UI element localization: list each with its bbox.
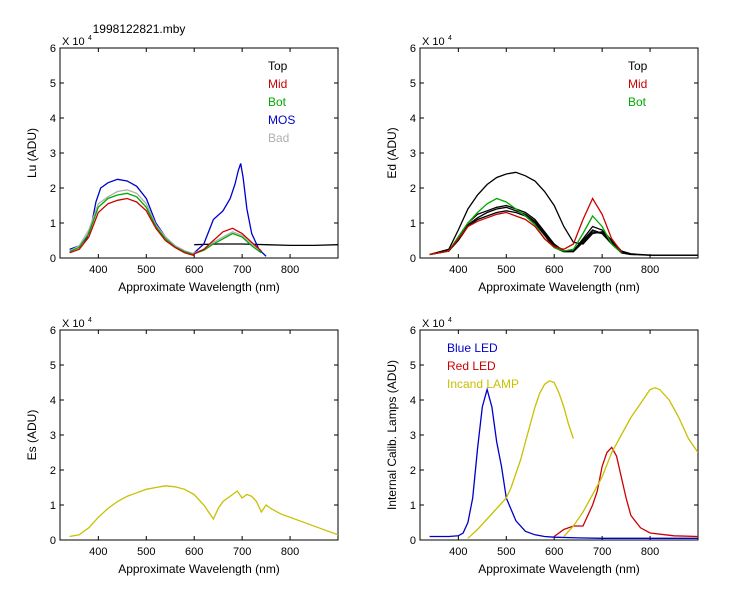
x-tick-label: 600	[545, 264, 563, 276]
x-tick-label: 800	[641, 264, 659, 276]
series-line-bot	[429, 197, 622, 256]
y-tick-label: 1	[50, 218, 56, 230]
x-tick-label: 400	[89, 264, 107, 276]
y-tick-label: 5	[410, 360, 416, 372]
y-tick-label: 3	[410, 430, 416, 442]
plot-frame	[419, 47, 699, 259]
y-tick-label: 2	[50, 465, 56, 477]
y-tick-label: 4	[50, 113, 56, 125]
x-tick-label: 700	[233, 264, 251, 276]
series-line-bot	[69, 192, 262, 256]
y-axis-label: Internal Calib. Lamps (ADU)	[385, 360, 399, 510]
y-tick-label: 5	[50, 78, 56, 90]
legend-entry-bot: Bot	[268, 95, 287, 109]
x-tick-label: 500	[497, 546, 515, 558]
legend-entry-bad: Bad	[268, 131, 289, 145]
x-tick-label: 800	[281, 546, 299, 558]
x-tick-label: 500	[137, 546, 155, 558]
y-multiplier-label: X 10	[422, 36, 445, 48]
legend-entry-incand-lamp: Incand LAMP	[447, 377, 519, 391]
y-tick-label: 4	[410, 395, 416, 407]
legend-entry-bot: Bot	[628, 95, 647, 109]
y-tick-label: 6	[410, 43, 416, 55]
y-tick-label: 1	[410, 218, 416, 230]
x-tick-label: 400	[449, 546, 467, 558]
x-tick-label: 400	[449, 264, 467, 276]
x-tick-label: 800	[281, 264, 299, 276]
x-axis-label: Approximate Wavelength (nm)	[118, 280, 280, 294]
chart-title: 1998122821.mby	[93, 22, 186, 36]
y-axis-label: Es (ADU)	[25, 410, 39, 461]
series-line-mid	[69, 197, 262, 256]
y-axis-label: Ed (ADU)	[385, 127, 399, 178]
y-tick-label: 2	[50, 183, 56, 195]
x-tick-label: 600	[185, 264, 203, 276]
y-multiplier-label: X 10	[62, 36, 85, 48]
x-tick-label: 700	[593, 546, 611, 558]
x-tick-label: 600	[185, 546, 203, 558]
y-tick-label: 0	[50, 253, 56, 265]
x-tick-label: 500	[497, 264, 515, 276]
y-multiplier-label: X 10	[62, 318, 85, 330]
y-multiplier-exponent: 4	[88, 317, 92, 324]
y-tick-label: 3	[410, 148, 416, 160]
legend-entry-blue-led: Blue LED	[447, 341, 498, 355]
legend-entry-top: Top	[268, 59, 288, 73]
series-line-incand-lamp-left	[467, 380, 575, 539]
series-line-top-mid2	[429, 206, 632, 256]
series-line-top-mid1	[429, 204, 698, 256]
y-tick-label: 1	[50, 500, 56, 512]
y-multiplier-exponent: 4	[448, 317, 452, 324]
x-tick-label: 500	[137, 264, 155, 276]
y-tick-label: 0	[50, 535, 56, 547]
y-tick-label: 6	[410, 325, 416, 337]
series-line-blue-led	[429, 387, 698, 539]
x-tick-label: 400	[89, 546, 107, 558]
legend-entry-mid: Mid	[628, 77, 647, 91]
x-tick-label: 800	[641, 546, 659, 558]
x-tick-label: 700	[233, 546, 251, 558]
y-tick-label: 6	[50, 325, 56, 337]
x-axis-label: Approximate Wavelength (nm)	[478, 280, 640, 294]
y-multiplier-exponent: 4	[88, 35, 92, 42]
plot-frame	[59, 47, 339, 259]
series-line-es	[69, 485, 338, 538]
x-tick-label: 700	[593, 264, 611, 276]
y-tick-label: 2	[410, 183, 416, 195]
x-axis-label: Approximate Wavelength (nm)	[118, 562, 280, 576]
y-tick-label: 0	[410, 253, 416, 265]
y-multiplier-label: X 10	[422, 318, 445, 330]
x-axis-label: Approximate Wavelength (nm)	[478, 562, 640, 576]
y-tick-label: 5	[410, 78, 416, 90]
series-line-top-high	[429, 171, 698, 256]
y-multiplier-exponent: 4	[448, 35, 452, 42]
plot-frame	[59, 329, 339, 541]
series-line-red-led	[553, 446, 698, 538]
y-tick-label: 5	[50, 360, 56, 372]
series-line-mid	[429, 197, 622, 256]
y-tick-label: 0	[410, 535, 416, 547]
y-tick-label: 4	[50, 395, 56, 407]
y-tick-label: 1	[410, 500, 416, 512]
x-tick-label: 600	[545, 546, 563, 558]
series-line-incand-lamp-right	[563, 387, 698, 537]
y-axis-label: Lu (ADU)	[25, 128, 39, 178]
y-tick-label: 3	[50, 148, 56, 160]
series-line-bad	[69, 189, 262, 255]
series-line-black	[194, 243, 338, 247]
y-tick-label: 4	[410, 113, 416, 125]
y-tick-label: 6	[50, 43, 56, 55]
legend-entry-mid: Mid	[268, 77, 287, 91]
legend-entry-red-led: Red LED	[447, 359, 496, 373]
y-tick-label: 3	[50, 430, 56, 442]
legend-entry-top: Top	[628, 59, 648, 73]
legend-entry-mos: MOS	[268, 113, 295, 127]
y-tick-label: 2	[410, 465, 416, 477]
